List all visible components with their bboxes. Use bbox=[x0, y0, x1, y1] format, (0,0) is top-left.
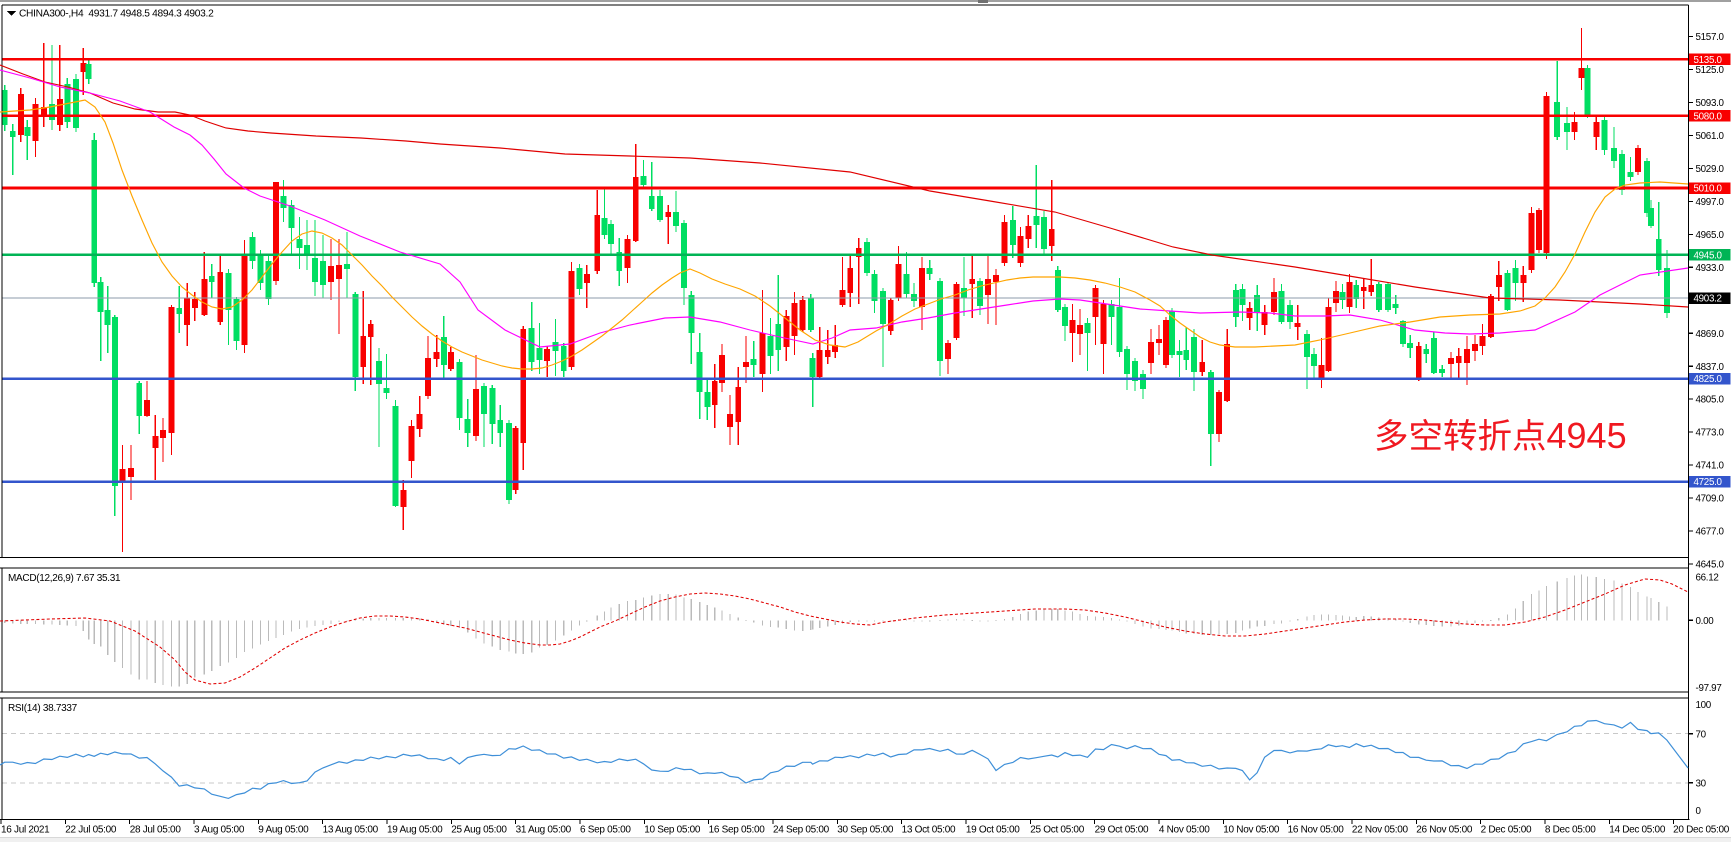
svg-text:3 Aug 05:00: 3 Aug 05:00 bbox=[194, 825, 245, 836]
svg-text:5061.0: 5061.0 bbox=[1696, 131, 1725, 142]
svg-text:9 Aug 05:00: 9 Aug 05:00 bbox=[258, 825, 309, 836]
svg-text:30 Sep 05:00: 30 Sep 05:00 bbox=[837, 825, 894, 836]
svg-text:4945.0: 4945.0 bbox=[1694, 251, 1723, 262]
svg-text:25 Oct 05:00: 25 Oct 05:00 bbox=[1030, 825, 1084, 836]
svg-text:4825.0: 4825.0 bbox=[1694, 374, 1723, 385]
svg-text:26 Nov 05:00: 26 Nov 05:00 bbox=[1416, 825, 1473, 836]
svg-text:4773.0: 4773.0 bbox=[1696, 428, 1725, 439]
svg-text:30: 30 bbox=[1696, 779, 1707, 790]
svg-text:25 Aug 05:00: 25 Aug 05:00 bbox=[451, 825, 507, 836]
svg-text:4677.0: 4677.0 bbox=[1696, 527, 1725, 538]
svg-text:16 Jul 2021: 16 Jul 2021 bbox=[1, 825, 50, 836]
svg-text:10 Sep 05:00: 10 Sep 05:00 bbox=[644, 825, 701, 836]
svg-text:22 Jul 05:00: 22 Jul 05:00 bbox=[65, 825, 117, 836]
svg-text:-97.97: -97.97 bbox=[1696, 683, 1722, 694]
svg-text:100: 100 bbox=[1696, 700, 1712, 711]
svg-text:5029.0: 5029.0 bbox=[1696, 164, 1725, 175]
svg-text:28 Jul 05:00: 28 Jul 05:00 bbox=[130, 825, 182, 836]
svg-text:66.12: 66.12 bbox=[1696, 573, 1719, 584]
svg-text:5093.0: 5093.0 bbox=[1696, 98, 1725, 109]
svg-text:8 Dec 05:00: 8 Dec 05:00 bbox=[1545, 825, 1596, 836]
svg-text:13 Aug 05:00: 13 Aug 05:00 bbox=[323, 825, 379, 836]
svg-text:4869.0: 4869.0 bbox=[1696, 329, 1725, 340]
svg-text:70: 70 bbox=[1696, 729, 1707, 740]
svg-text:16 Sep 05:00: 16 Sep 05:00 bbox=[709, 825, 766, 836]
svg-text:4933.0: 4933.0 bbox=[1696, 263, 1725, 274]
svg-text:4997.0: 4997.0 bbox=[1696, 197, 1725, 208]
svg-text:0.00: 0.00 bbox=[1696, 616, 1715, 627]
svg-text:6 Sep 05:00: 6 Sep 05:00 bbox=[580, 825, 631, 836]
svg-text:14 Dec 05:00: 14 Dec 05:00 bbox=[1609, 825, 1666, 836]
svg-text:19 Aug 05:00: 19 Aug 05:00 bbox=[387, 825, 443, 836]
svg-text:5125.0: 5125.0 bbox=[1696, 65, 1725, 76]
svg-text:4741.0: 4741.0 bbox=[1696, 461, 1725, 472]
svg-text:5010.0: 5010.0 bbox=[1694, 184, 1723, 195]
svg-text:19 Oct 05:00: 19 Oct 05:00 bbox=[966, 825, 1020, 836]
svg-text:4903.2: 4903.2 bbox=[1694, 294, 1722, 305]
svg-text:5080.0: 5080.0 bbox=[1694, 112, 1723, 123]
svg-text:4837.0: 4837.0 bbox=[1696, 362, 1725, 373]
svg-text:13 Oct 05:00: 13 Oct 05:00 bbox=[902, 825, 956, 836]
svg-text:0: 0 bbox=[1696, 806, 1702, 817]
svg-text:29 Oct 05:00: 29 Oct 05:00 bbox=[1095, 825, 1149, 836]
svg-text:20 Dec 05:00: 20 Dec 05:00 bbox=[1673, 825, 1730, 836]
svg-text:5157.0: 5157.0 bbox=[1696, 32, 1725, 43]
svg-text:2 Dec 05:00: 2 Dec 05:00 bbox=[1481, 825, 1532, 836]
svg-text:4645.0: 4645.0 bbox=[1696, 560, 1725, 571]
svg-text:4709.0: 4709.0 bbox=[1696, 494, 1725, 505]
svg-text:10 Nov 05:00: 10 Nov 05:00 bbox=[1223, 825, 1280, 836]
svg-text:4725.0: 4725.0 bbox=[1694, 477, 1723, 488]
svg-text:4805.0: 4805.0 bbox=[1696, 395, 1725, 406]
svg-text:RSI(14) 38.7337: RSI(14) 38.7337 bbox=[8, 703, 78, 714]
svg-text:22 Nov 05:00: 22 Nov 05:00 bbox=[1352, 825, 1409, 836]
svg-text:CHINA300-,H4 4931.7 4948.5 48: CHINA300-,H4 4931.7 4948.5 4894.3 4903.2 bbox=[19, 9, 214, 20]
svg-text:16 Nov 05:00: 16 Nov 05:00 bbox=[1288, 825, 1345, 836]
svg-text:4965.0: 4965.0 bbox=[1696, 230, 1725, 241]
svg-text:5135.0: 5135.0 bbox=[1694, 55, 1723, 66]
svg-text:24 Sep 05:00: 24 Sep 05:00 bbox=[773, 825, 830, 836]
svg-text:31 Aug 05:00: 31 Aug 05:00 bbox=[516, 825, 572, 836]
svg-text:MACD(12,26,9) 7.67 35.31: MACD(12,26,9) 7.67 35.31 bbox=[8, 573, 121, 584]
svg-text:4 Nov 05:00: 4 Nov 05:00 bbox=[1159, 825, 1210, 836]
svg-text:4945: 4945 bbox=[1547, 415, 1627, 456]
